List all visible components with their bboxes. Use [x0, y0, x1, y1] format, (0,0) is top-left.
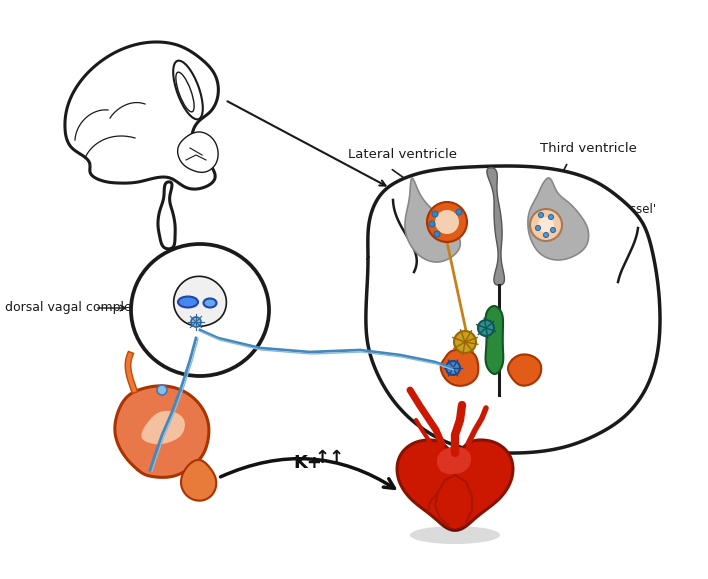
Text: Third ventricle: Third ventricle — [540, 141, 637, 155]
Text: K+: K+ — [294, 454, 322, 472]
Circle shape — [478, 320, 494, 336]
Circle shape — [157, 385, 167, 395]
Circle shape — [454, 331, 476, 353]
Text: 'Specific vessel': 'Specific vessel' — [563, 203, 656, 217]
Polygon shape — [487, 168, 504, 285]
Text: dorsal vagal complex: dorsal vagal complex — [5, 302, 139, 314]
Polygon shape — [115, 386, 209, 477]
Circle shape — [432, 211, 438, 217]
Ellipse shape — [131, 244, 269, 376]
Polygon shape — [173, 276, 227, 327]
Circle shape — [429, 221, 435, 227]
Circle shape — [544, 233, 549, 237]
Polygon shape — [181, 460, 216, 501]
Circle shape — [530, 209, 562, 241]
Circle shape — [456, 209, 462, 215]
Text: DMX: DMX — [195, 255, 227, 269]
Circle shape — [435, 210, 459, 234]
Polygon shape — [437, 446, 471, 474]
Circle shape — [427, 202, 467, 242]
Polygon shape — [405, 178, 460, 262]
Text: Lateral ventricle: Lateral ventricle — [348, 148, 457, 162]
Circle shape — [538, 217, 554, 233]
Text: ↑↑: ↑↑ — [315, 449, 345, 467]
Text: DMH: DMH — [472, 428, 505, 442]
Polygon shape — [441, 350, 479, 386]
Polygon shape — [486, 306, 503, 374]
Circle shape — [535, 225, 540, 230]
Polygon shape — [366, 166, 660, 453]
Circle shape — [446, 361, 460, 375]
Ellipse shape — [178, 296, 198, 307]
Ellipse shape — [203, 299, 217, 307]
Circle shape — [549, 214, 554, 219]
Circle shape — [551, 228, 556, 233]
Polygon shape — [65, 42, 218, 189]
Polygon shape — [397, 440, 513, 530]
Polygon shape — [178, 132, 218, 173]
Polygon shape — [142, 411, 185, 444]
Ellipse shape — [410, 526, 500, 544]
Polygon shape — [508, 354, 541, 386]
Polygon shape — [435, 520, 475, 532]
Polygon shape — [528, 178, 588, 260]
Circle shape — [539, 212, 544, 218]
Circle shape — [434, 231, 440, 237]
Polygon shape — [158, 182, 175, 249]
Text: PVN: PVN — [530, 295, 558, 309]
Circle shape — [191, 317, 201, 327]
